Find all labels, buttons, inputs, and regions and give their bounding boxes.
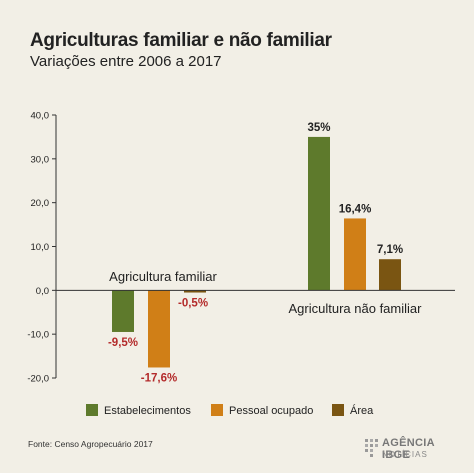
y-tick-label: -10,0 [27, 330, 49, 341]
legend-swatch [211, 404, 223, 416]
y-tick-label: 10,0 [31, 242, 50, 253]
y-tick-label: 40,0 [31, 111, 50, 122]
bar [184, 290, 206, 293]
logo-sub-text: NOTÍCIAS [382, 450, 428, 459]
bar [379, 259, 401, 291]
y-tick-label: -20,0 [27, 374, 49, 385]
bars [56, 136, 455, 368]
group-label: Agricultura familiar [109, 269, 217, 284]
ibge-logo-icon [365, 439, 378, 457]
bar-labels: -9,5% -17,6% -0,5% 35% 16,4% 7,1% [108, 122, 403, 385]
bar-value-label: 7,1% [377, 244, 403, 256]
group-label: Agricultura não familiar [289, 301, 423, 316]
group-labels: Agricultura familiar Agricultura não fami… [109, 269, 422, 316]
chart-title: Agriculturas familiar e não familiar [30, 30, 332, 51]
legend-swatch [332, 404, 344, 416]
bar [148, 290, 170, 368]
bar [308, 136, 330, 291]
bar [344, 218, 366, 291]
y-tick-label: 20,0 [31, 198, 50, 209]
y-tick-label: 0,0 [36, 286, 49, 297]
legend: Estabelecimentos Pessoal ocupado Área [86, 404, 374, 417]
legend-label: Pessoal ocupado [229, 405, 313, 417]
bar-value-label: -0,5% [178, 297, 208, 309]
agency-logo: AGÊNCIA IBGE NOTÍCIAS [365, 437, 465, 465]
bar-value-label: 35% [307, 122, 330, 134]
legend-swatch [86, 404, 98, 416]
chart-subtitle: Variações entre 2006 a 2017 [30, 53, 222, 70]
y-tick-label: 30,0 [31, 154, 50, 165]
source-note: Fonte: Censo Agropecuário 2017 [28, 439, 153, 449]
legend-label: Área [350, 404, 374, 417]
bar [112, 290, 134, 332]
y-axis: 40,0 30,0 20,0 10,0 0,0 -10,0 -20,0 [27, 111, 57, 385]
logo-main-text: AGÊNCIA IBGE [382, 437, 435, 461]
bar-value-label: -17,6% [141, 372, 177, 384]
legend-label: Estabelecimentos [104, 405, 191, 417]
bar-value-label: 16,4% [339, 203, 372, 215]
bar-value-label: -9,5% [108, 337, 138, 349]
